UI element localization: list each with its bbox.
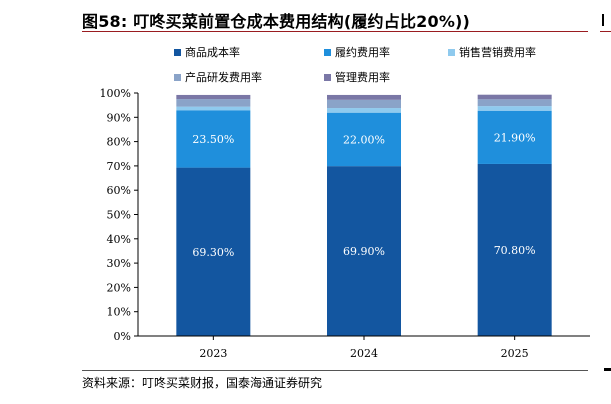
legend-swatch-2 [324,49,331,56]
x-tick-label-2025: 2025 [501,347,529,360]
adjacent-source-mark [604,368,611,371]
chart-axes: 0% 10% 20% 30% 40% 50% 60% 70% 80% 90% 100% 2023 202… [100,87,590,360]
legend-label-2: 履约费用率 [335,45,390,59]
data-label-2025-series-1: 70.80% [494,244,536,257]
bar-2025-series-4 [477,99,552,107]
chart-bars: 69.30% 23.50% 69.90% 22.00% 70.80% 21.90% [176,94,552,336]
bar-2025-series-5 [477,94,552,100]
y-tick-label-6: 60% [107,184,131,197]
source-note: 资料来源：叮咚买菜财报，国泰海通证券研究 [82,376,323,390]
legend-swatch-5 [324,74,331,81]
legend-label-4: 产品研发费用率 [185,70,262,84]
y-tick-label-3: 30% [107,257,131,270]
legend-swatch-1 [174,49,181,56]
legend-label-1: 商品成本率 [185,45,240,59]
bar-2023-series-5 [176,94,251,100]
bar-2024-series-5 [327,94,401,100]
bar-2024-series-2 [327,112,401,167]
bar-2025-series-1 [477,163,552,336]
x-tick-label-2023: 2023 [199,347,227,360]
legend-swatch-3 [448,49,455,56]
bar-2024-series-1 [327,166,401,336]
y-tick-label-8: 80% [107,136,131,149]
bar-2023-series-2 [176,110,251,168]
y-tick-label-9: 90% [107,111,131,124]
source-divider [82,370,588,371]
y-tick-label-5: 50% [107,209,131,222]
bar-2023-series-4 [176,99,251,107]
y-tick-label-1: 10% [107,306,131,319]
figure-title-bar: 图58: 叮咚买菜前置仓成本费用结构(履约占比20%)) [82,6,588,32]
x-tick-label-2024: 2024 [350,347,378,360]
bar-2023-series-3 [176,106,251,111]
data-label-2024-series-2: 22.00% [343,133,385,146]
legend-label-3: 销售营销费用率 [459,45,536,59]
adjacent-title-mark [602,14,604,26]
bar-2023-series-1 [176,167,251,336]
legend-label-5: 管理费用率 [335,70,390,84]
bar-2024-series-4 [327,99,401,109]
figure-title: 图58: 叮咚买菜前置仓成本费用结构(履约占比20%)) [82,12,471,31]
data-label-2025-series-2: 21.90% [494,131,536,144]
data-label-2023-series-1: 69.30% [192,246,234,259]
y-tick-label-0: 0% [114,330,131,343]
y-tick-label-2: 20% [107,281,131,294]
legend-swatch-4 [174,74,181,81]
y-tick-label-10: 100% [100,87,131,100]
bar-2025-series-2 [477,110,552,164]
adjacent-figure-edge [600,6,611,32]
y-tick-label-4: 40% [107,233,131,246]
data-label-2024-series-1: 69.90% [343,245,385,258]
y-tick-label-7: 70% [107,160,131,173]
bar-2024-series-3 [327,108,401,113]
data-label-2023-series-2: 23.50% [192,133,234,146]
bar-2025-series-3 [477,106,552,111]
